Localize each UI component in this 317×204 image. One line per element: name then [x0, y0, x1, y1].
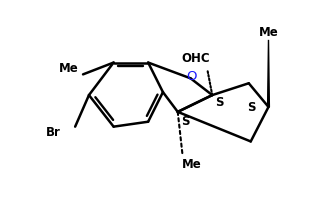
Text: Me: Me: [182, 157, 201, 170]
Text: Me: Me: [59, 62, 79, 75]
Text: O: O: [186, 70, 197, 82]
Text: S: S: [215, 96, 223, 109]
Text: Br: Br: [46, 125, 61, 138]
Text: S: S: [248, 101, 256, 114]
Text: Me: Me: [259, 26, 278, 39]
Text: OHC: OHC: [181, 52, 210, 65]
Polygon shape: [268, 41, 269, 107]
Text: S: S: [181, 115, 190, 128]
